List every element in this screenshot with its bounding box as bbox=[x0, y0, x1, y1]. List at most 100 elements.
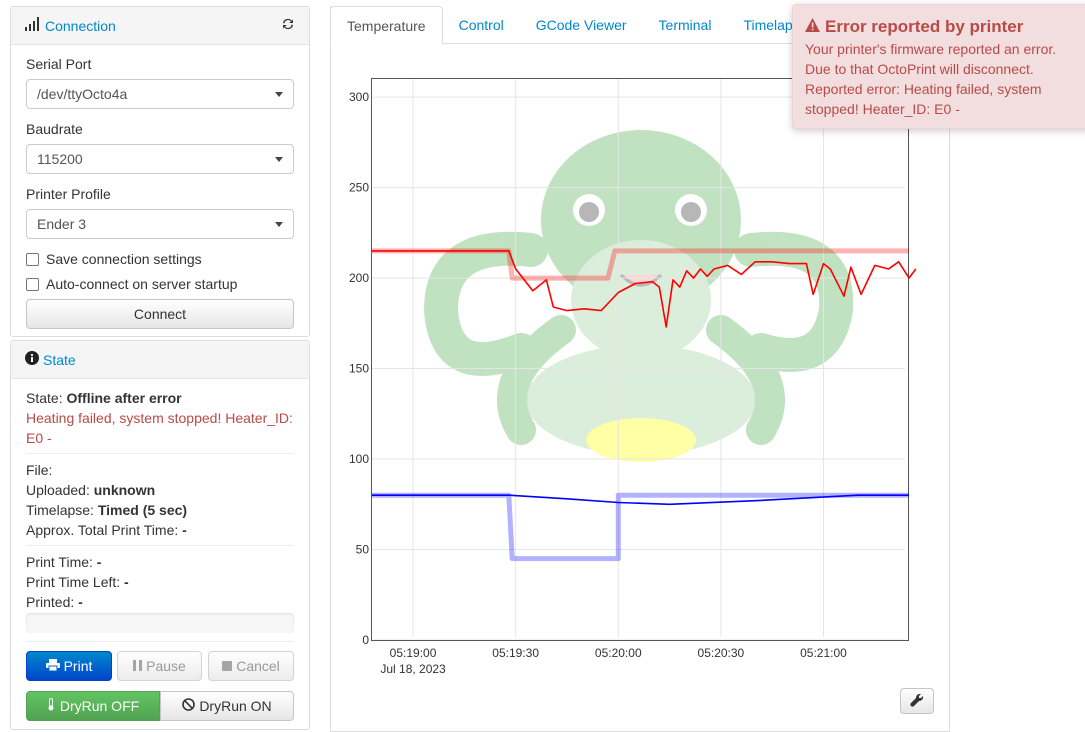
y-tick-label: 100 bbox=[349, 452, 369, 466]
cancel-button[interactable]: Cancel bbox=[208, 651, 294, 681]
divider bbox=[26, 453, 294, 454]
print-button[interactable]: Print bbox=[26, 651, 112, 681]
dryrun-on-label: DryRun ON bbox=[199, 698, 272, 714]
autoconnect-label: Auto-connect on server startup bbox=[46, 276, 238, 292]
y-tick-label: 0 bbox=[362, 633, 369, 647]
timelapse-row: Timelapse: Timed (5 sec) bbox=[26, 502, 187, 518]
y-tick-label: 150 bbox=[349, 362, 369, 376]
state-header[interactable]: State bbox=[11, 341, 309, 379]
signal-icon bbox=[25, 17, 41, 34]
tab-timelapse[interactable]: Timelapse bbox=[743, 17, 808, 33]
pause-button[interactable]: Pause bbox=[117, 651, 202, 681]
y-tick-label: 50 bbox=[356, 543, 370, 557]
error-notification[interactable]: Error reported by printer Your printer's… bbox=[792, 4, 1085, 129]
state-title[interactable]: State bbox=[43, 351, 76, 368]
chevron-down-icon bbox=[275, 156, 283, 162]
y-tick-label: 300 bbox=[349, 90, 369, 104]
dryrun-off-button[interactable]: DryRun OFF bbox=[26, 691, 160, 721]
x-tick-label: 05:20:30 bbox=[698, 646, 745, 660]
printer-icon bbox=[45, 658, 60, 674]
connection-panel: Connection Serial Port /dev/ttyOcto4a Ba… bbox=[10, 6, 310, 337]
y-tick-label: 200 bbox=[349, 271, 369, 285]
connect-button[interactable]: Connect bbox=[26, 299, 294, 329]
progress-bar bbox=[26, 613, 294, 633]
x-tick-label: 05:21:00 bbox=[800, 646, 847, 660]
serial-port-label: Serial Port bbox=[26, 56, 92, 72]
uploaded-row: Uploaded: unknown bbox=[26, 482, 155, 498]
pause-label: Pause bbox=[146, 658, 186, 674]
refresh-icon[interactable] bbox=[281, 17, 295, 34]
printed-row: Printed: - bbox=[26, 594, 83, 610]
graph-settings-button[interactable] bbox=[900, 688, 934, 714]
connection-title[interactable]: Connection bbox=[45, 17, 116, 34]
chevron-down-icon bbox=[275, 221, 283, 227]
tool-actual-line bbox=[372, 250, 917, 328]
print-time-row: Print Time: - bbox=[26, 554, 101, 570]
x-tick-label: 05:19:00 bbox=[390, 646, 437, 660]
stop-icon bbox=[222, 658, 233, 674]
bed-actual-line bbox=[372, 494, 909, 506]
divider bbox=[26, 641, 294, 642]
approx-row: Approx. Total Print Time: - bbox=[26, 522, 187, 538]
alert-title-row: Error reported by printer bbox=[805, 17, 1079, 37]
tab-temperature[interactable]: Temperature bbox=[330, 6, 443, 45]
timelapse-value: Timed (5 sec) bbox=[97, 502, 188, 518]
dryrun-on-button[interactable]: DryRun ON bbox=[160, 691, 294, 721]
time-left-row: Print Time Left: - bbox=[26, 574, 129, 590]
profile-value: Ender 3 bbox=[37, 216, 87, 232]
x-tick-label: 05:19:30 bbox=[492, 646, 539, 660]
serial-port-select[interactable]: /dev/ttyOcto4a bbox=[26, 79, 294, 109]
save-settings-checkbox[interactable]: Save connection settings bbox=[26, 251, 202, 267]
x-axis: 05:19:00 05:19:30 05:20:00 05:20:30 05:21:00 bbox=[390, 646, 847, 660]
warning-icon bbox=[805, 17, 820, 37]
timelapse-label: Timelapse: bbox=[26, 502, 94, 518]
approx-value: - bbox=[182, 522, 187, 538]
approx-label: Approx. Total Print Time: bbox=[26, 522, 179, 538]
checkbox-box[interactable] bbox=[26, 252, 39, 266]
print-time-value: - bbox=[96, 554, 102, 570]
chart-series bbox=[372, 248, 917, 562]
temperature-chart: 0 50 100 150 200 250 300 05:19:00 05:19:30 05:20… bbox=[349, 78, 917, 676]
printed-value: - bbox=[78, 594, 83, 610]
pause-icon bbox=[133, 658, 143, 674]
print-label: Print bbox=[63, 658, 93, 674]
tab-control[interactable]: Control bbox=[458, 17, 504, 33]
tab-gcode-viewer[interactable]: GCode Viewer bbox=[535, 17, 627, 33]
octoprint-watermark bbox=[423, 130, 854, 462]
serial-port-value: /dev/ttyOcto4a bbox=[37, 86, 128, 102]
x-tick-label: 05:20:00 bbox=[595, 646, 642, 660]
y-axis: 0 50 100 150 200 250 300 bbox=[349, 90, 369, 647]
state-panel: State State: Offline after error Heating… bbox=[10, 340, 310, 730]
alert-text: Your printer's firmware reported an erro… bbox=[805, 41, 1057, 117]
y-tick-label: 250 bbox=[349, 181, 369, 195]
baudrate-value: 115200 bbox=[37, 151, 83, 167]
profile-label: Printer Profile bbox=[26, 186, 111, 202]
state-error-text: Heating failed, system stopped! Heater_I… bbox=[26, 410, 293, 446]
chart-frame bbox=[371, 78, 909, 641]
chevron-down-icon bbox=[275, 91, 283, 97]
thermometer-icon bbox=[47, 698, 55, 714]
connection-header[interactable]: Connection bbox=[11, 7, 309, 45]
state-value: Offline after error bbox=[66, 390, 182, 406]
autoconnect-checkbox[interactable]: Auto-connect on server startup bbox=[26, 276, 237, 292]
time-left-value: - bbox=[124, 574, 129, 590]
printed-label: Printed: bbox=[26, 594, 75, 610]
baudrate-select[interactable]: 115200 bbox=[26, 144, 294, 174]
uploaded-label: Uploaded: bbox=[26, 482, 90, 498]
save-settings-label: Save connection settings bbox=[46, 251, 202, 267]
checkbox-box[interactable] bbox=[26, 277, 39, 291]
alert-title: Error reported by printer bbox=[825, 17, 1024, 36]
profile-select[interactable]: Ender 3 bbox=[26, 209, 294, 239]
time-left-label: Print Time Left: bbox=[26, 574, 121, 590]
tab-terminal[interactable]: Terminal bbox=[658, 17, 712, 33]
x-axis-date-label: Jul 18, 2023 bbox=[380, 662, 446, 676]
uploaded-value: unknown bbox=[93, 482, 156, 498]
wrench-icon bbox=[910, 693, 924, 710]
divider bbox=[26, 545, 294, 546]
file-label: File: bbox=[26, 462, 53, 478]
print-time-label: Print Time: bbox=[26, 554, 93, 570]
info-icon bbox=[25, 351, 39, 368]
baudrate-label: Baudrate bbox=[26, 121, 83, 137]
state-label: State: bbox=[26, 390, 63, 406]
dryrun-off-label: DryRun OFF bbox=[59, 698, 140, 714]
